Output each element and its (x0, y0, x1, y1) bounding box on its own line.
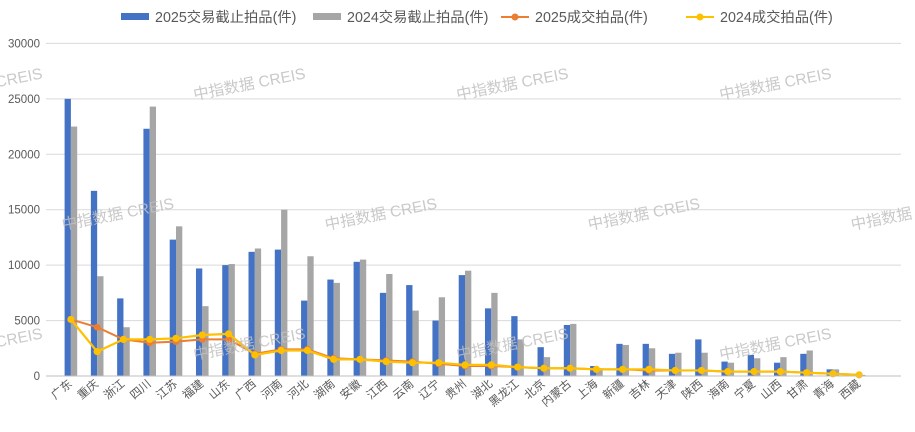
svg-text:中指数据 CREIS: 中指数据 CREIS (586, 195, 701, 234)
svg-text:中指数据 CREIS: 中指数据 CREIS (718, 325, 833, 364)
svg-text:中指数据 CREIS: 中指数据 CREIS (849, 195, 915, 234)
svg-text:中指数据 CREIS: 中指数据 CREIS (455, 65, 570, 104)
svg-text:中指数据 CREIS: 中指数据 CREIS (60, 195, 175, 234)
svg-text:中指数据 CREIS: 中指数据 CREIS (0, 325, 44, 364)
svg-text:中指数据 CREIS: 中指数据 CREIS (323, 195, 438, 234)
svg-text:中指数据 CREIS: 中指数据 CREIS (0, 65, 44, 104)
svg-text:中指数据 CREIS: 中指数据 CREIS (192, 325, 307, 364)
svg-text:中指数据 CREIS: 中指数据 CREIS (455, 325, 570, 364)
svg-text:中指数据 CREIS: 中指数据 CREIS (718, 65, 833, 104)
svg-text:中指数据 CREIS: 中指数据 CREIS (192, 65, 307, 104)
